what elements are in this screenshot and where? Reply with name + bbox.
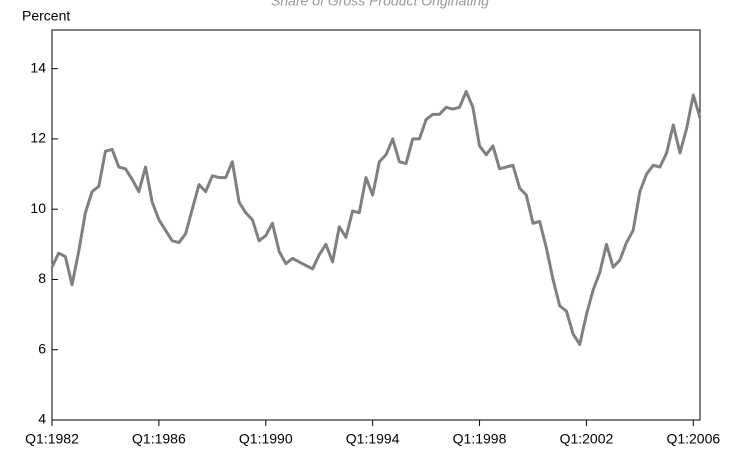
x-tick-label: Q1:2006 [666,431,720,447]
y-tick-label: 14 [30,59,46,75]
y-tick-label: 6 [38,340,46,356]
x-tick-label: Q1:1994 [346,431,400,447]
x-tick-label: Q1:1982 [25,431,79,447]
y-tick-label: 10 [30,200,46,216]
x-tick-label: Q1:1986 [132,431,186,447]
y-tick-label: 8 [38,270,46,286]
line-series [50,89,702,346]
y-tick-label: 4 [38,411,46,427]
x-tick-label: Q1:1990 [239,431,293,447]
x-tick-label: Q1:1998 [453,431,507,447]
plot-frame [51,29,701,421]
x-tick-label: Q1:2002 [560,431,614,447]
y-tick-label: 12 [30,130,46,146]
y-axis-label: Percent [22,8,70,24]
chart-title: Share of Gross Product Originating [271,0,489,9]
